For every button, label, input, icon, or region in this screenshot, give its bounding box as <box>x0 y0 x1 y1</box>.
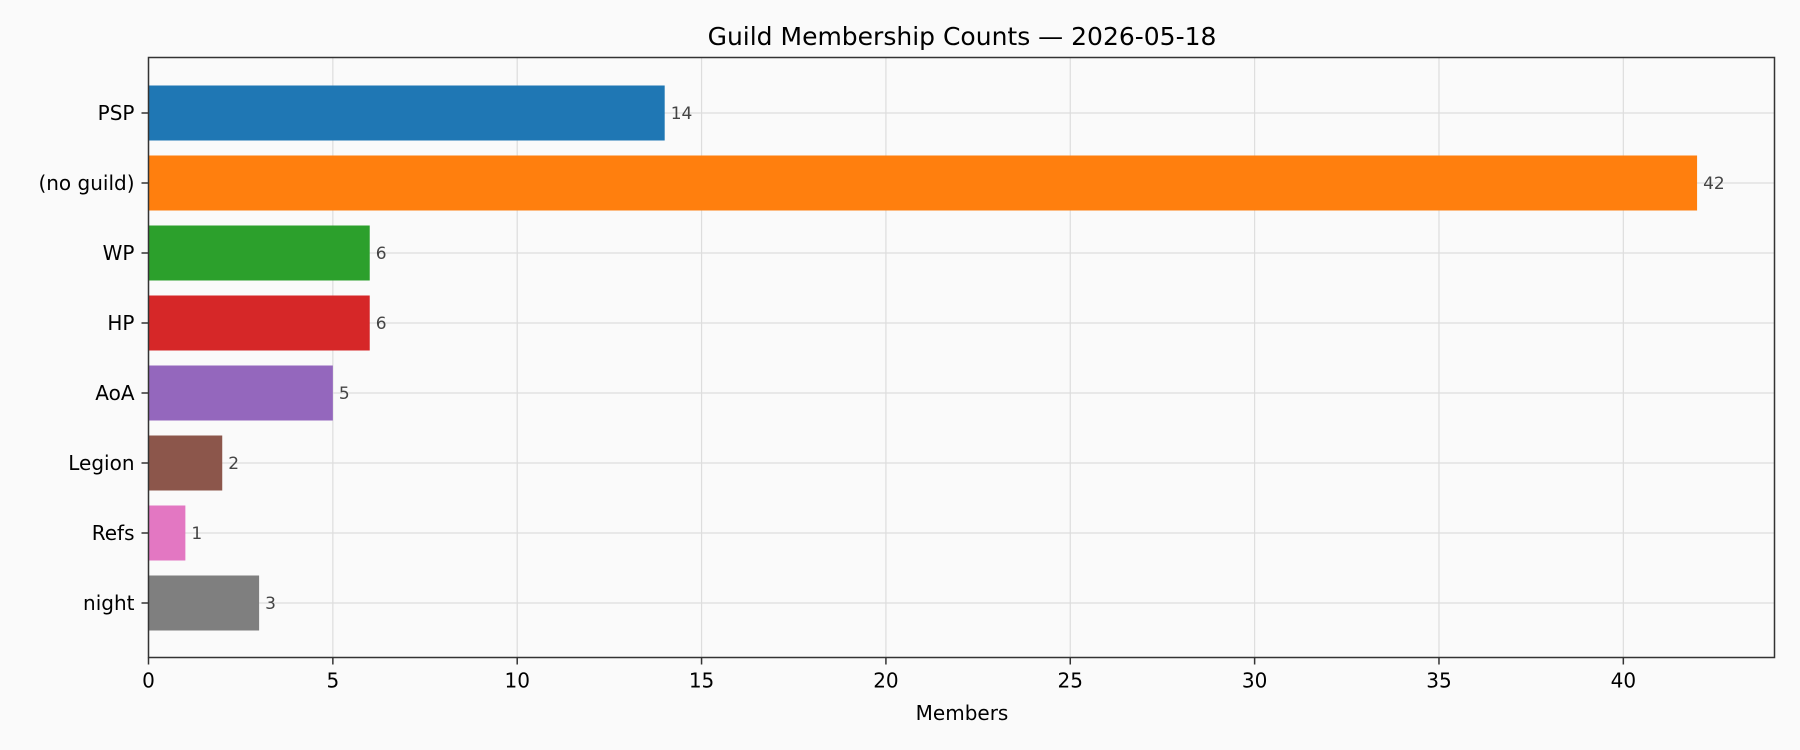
y-tick-label: PSP <box>98 101 135 125</box>
bar-refs <box>148 505 186 561</box>
bar-hp <box>148 295 370 351</box>
x-tick-label: 20 <box>873 669 898 693</box>
bar-value-label: 2 <box>228 454 239 474</box>
bar-legion <box>148 435 223 491</box>
x-tick-label: 40 <box>1611 669 1636 693</box>
data-labels: 14 42 6 6 5 2 1 3 <box>191 104 1724 614</box>
x-tick-label: 30 <box>1242 669 1267 693</box>
x-tick-label: 35 <box>1426 669 1451 693</box>
bar-aoa <box>148 365 333 421</box>
bar-psp <box>148 85 665 141</box>
y-tick-label: Legion <box>68 451 134 475</box>
x-axis-label: Members <box>916 701 1009 725</box>
bar-value-label: 6 <box>376 314 387 334</box>
x-tick-label: 0 <box>142 669 155 693</box>
bar-value-label: 42 <box>1703 174 1725 194</box>
bar-value-label: 5 <box>339 384 350 404</box>
grid-lines <box>147 57 1775 658</box>
x-axis-ticks: 0 5 10 15 20 25 30 35 40 <box>142 657 1636 693</box>
bar-value-label: 3 <box>265 594 276 614</box>
chart-title: Guild Membership Counts — 2026-05-18 <box>708 22 1217 51</box>
y-tick-label: Refs <box>92 521 135 545</box>
y-tick-label: WP <box>103 241 135 265</box>
bar-value-label: 1 <box>191 524 202 544</box>
x-tick-label: 10 <box>504 669 529 693</box>
bars <box>148 85 1698 631</box>
bar-night <box>148 575 260 631</box>
y-axis-ticks: PSP (no guild) WP HP AoA Legion Refs night <box>38 101 149 615</box>
x-tick-label: 25 <box>1058 669 1083 693</box>
y-tick-label: AoA <box>95 381 135 405</box>
x-tick-label: 5 <box>326 669 339 693</box>
bar-value-label: 14 <box>671 104 693 124</box>
x-tick-label: 15 <box>689 669 714 693</box>
y-tick-label: night <box>83 591 135 615</box>
plot-frame <box>147 56 1776 659</box>
bar-wp <box>148 225 370 281</box>
y-tick-label: HP <box>107 311 134 335</box>
y-tick-label: (no guild) <box>38 171 134 195</box>
bar-no-guild <box>148 155 1698 211</box>
bar-value-label: 6 <box>376 244 387 264</box>
